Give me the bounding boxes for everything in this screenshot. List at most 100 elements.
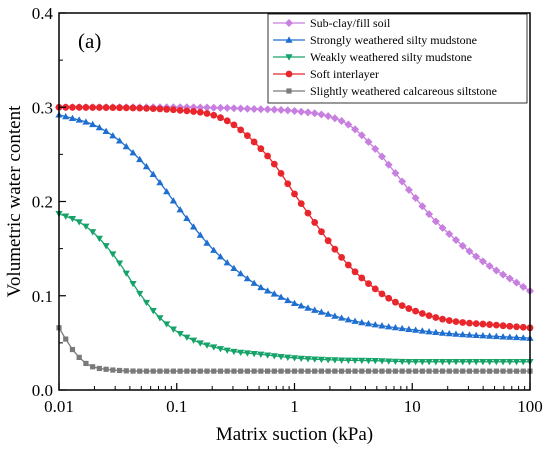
series-3-point [418, 310, 426, 317]
series-0-point [270, 105, 279, 114]
legend-item-2: Weakly weathered silty mudstone [273, 50, 472, 64]
series-1-point [122, 142, 130, 150]
series-2-point [156, 315, 164, 322]
series-4-point [110, 367, 116, 373]
series-4-point [164, 368, 170, 374]
series-1-point [176, 206, 184, 213]
series-2-point [203, 342, 211, 349]
series-4-point [244, 368, 250, 374]
x-tick-label: 1 [290, 397, 299, 416]
legend-swatch-marker [285, 54, 293, 61]
series-4-point [251, 368, 257, 374]
series-0-point [303, 108, 312, 117]
series-2-point [459, 359, 467, 366]
series-3-point [244, 132, 251, 140]
series-4-point [143, 368, 150, 374]
series-3-point [304, 209, 312, 217]
series-1-point [331, 312, 339, 319]
series-3-point [331, 245, 339, 253]
series-2-point [109, 251, 117, 258]
series-2-point [290, 355, 299, 362]
series-2-point [250, 350, 258, 358]
series-3-point [519, 323, 527, 331]
series-0-point [357, 131, 366, 140]
series-4-point [211, 368, 217, 374]
series-3-point [82, 104, 90, 111]
series-1-point [183, 214, 191, 222]
series-0-point [404, 185, 413, 194]
series-3-point [486, 321, 494, 328]
series-2-point [115, 260, 124, 267]
series-1-point [136, 155, 144, 163]
series-3-point [163, 105, 171, 113]
series-3-point [398, 302, 406, 310]
series-2-point [472, 359, 480, 366]
series-3-point [203, 110, 211, 117]
series-0-point [337, 116, 346, 125]
series-0-point [203, 103, 212, 112]
series-1-point [82, 118, 90, 125]
series-4-point [399, 368, 405, 374]
legend: Sub-clay/fill soil Strongly weathered sil… [267, 13, 528, 104]
series-1-point [344, 316, 352, 323]
series-4-point [291, 368, 298, 374]
series-1-point [163, 187, 171, 195]
series-0-point [398, 177, 407, 186]
series-3-point [459, 319, 467, 326]
y-tick-label: 0.2 [32, 193, 53, 212]
series-0-point [243, 104, 252, 113]
series-4-point [197, 368, 203, 374]
legend-label: Weakly weathered silty mudstone [310, 50, 472, 64]
series-4-point [184, 368, 190, 374]
series-2-point [405, 359, 413, 366]
series-0-point [485, 262, 494, 271]
series-2-point [391, 358, 400, 365]
series-2-point [519, 359, 527, 366]
series-3-point [156, 105, 164, 113]
x-tick-label: 0.1 [166, 397, 187, 416]
series-4-point [130, 368, 136, 374]
series-4-point [339, 368, 345, 374]
series-3-point [466, 319, 473, 327]
series-2-point [129, 281, 137, 288]
series-1-point [277, 293, 285, 300]
series-0 [55, 103, 534, 296]
legend-label: Sub-clay/fill soil [310, 16, 391, 30]
series-3-point [371, 285, 379, 293]
legend-swatch-marker [285, 36, 293, 43]
series-3-point [378, 290, 386, 298]
series-3-point [75, 104, 83, 111]
series-0-point [216, 103, 225, 112]
series-1-point [425, 328, 433, 335]
series-0-point [391, 169, 400, 178]
series-2-point [183, 334, 191, 341]
series-3-point [95, 104, 103, 111]
series-0-point [519, 282, 528, 291]
series-4-point [446, 368, 452, 374]
series-2-point [176, 330, 184, 338]
series-1-point [203, 239, 211, 246]
series-2-point [412, 359, 420, 366]
series-4-point [123, 368, 129, 374]
series-2-point [358, 357, 366, 365]
series-1-point [371, 321, 379, 328]
series-1-point [472, 331, 480, 338]
series-0-point [344, 120, 353, 129]
series-2-point [297, 355, 305, 363]
series-4-point [352, 368, 358, 374]
series-0-point [290, 107, 299, 116]
series-2-point [317, 356, 326, 364]
series-2-point [331, 357, 339, 364]
series-4-point [507, 368, 513, 374]
series-4-point [520, 368, 526, 374]
series-3-point [445, 317, 453, 324]
series-2-point [452, 359, 460, 366]
series-3-point [89, 104, 97, 111]
series-2-point [75, 219, 83, 226]
series-2-point [371, 358, 379, 365]
series-2-point [432, 359, 440, 366]
series-1-point [156, 178, 164, 186]
series-1-point [486, 332, 494, 339]
series-1-point [142, 162, 151, 170]
